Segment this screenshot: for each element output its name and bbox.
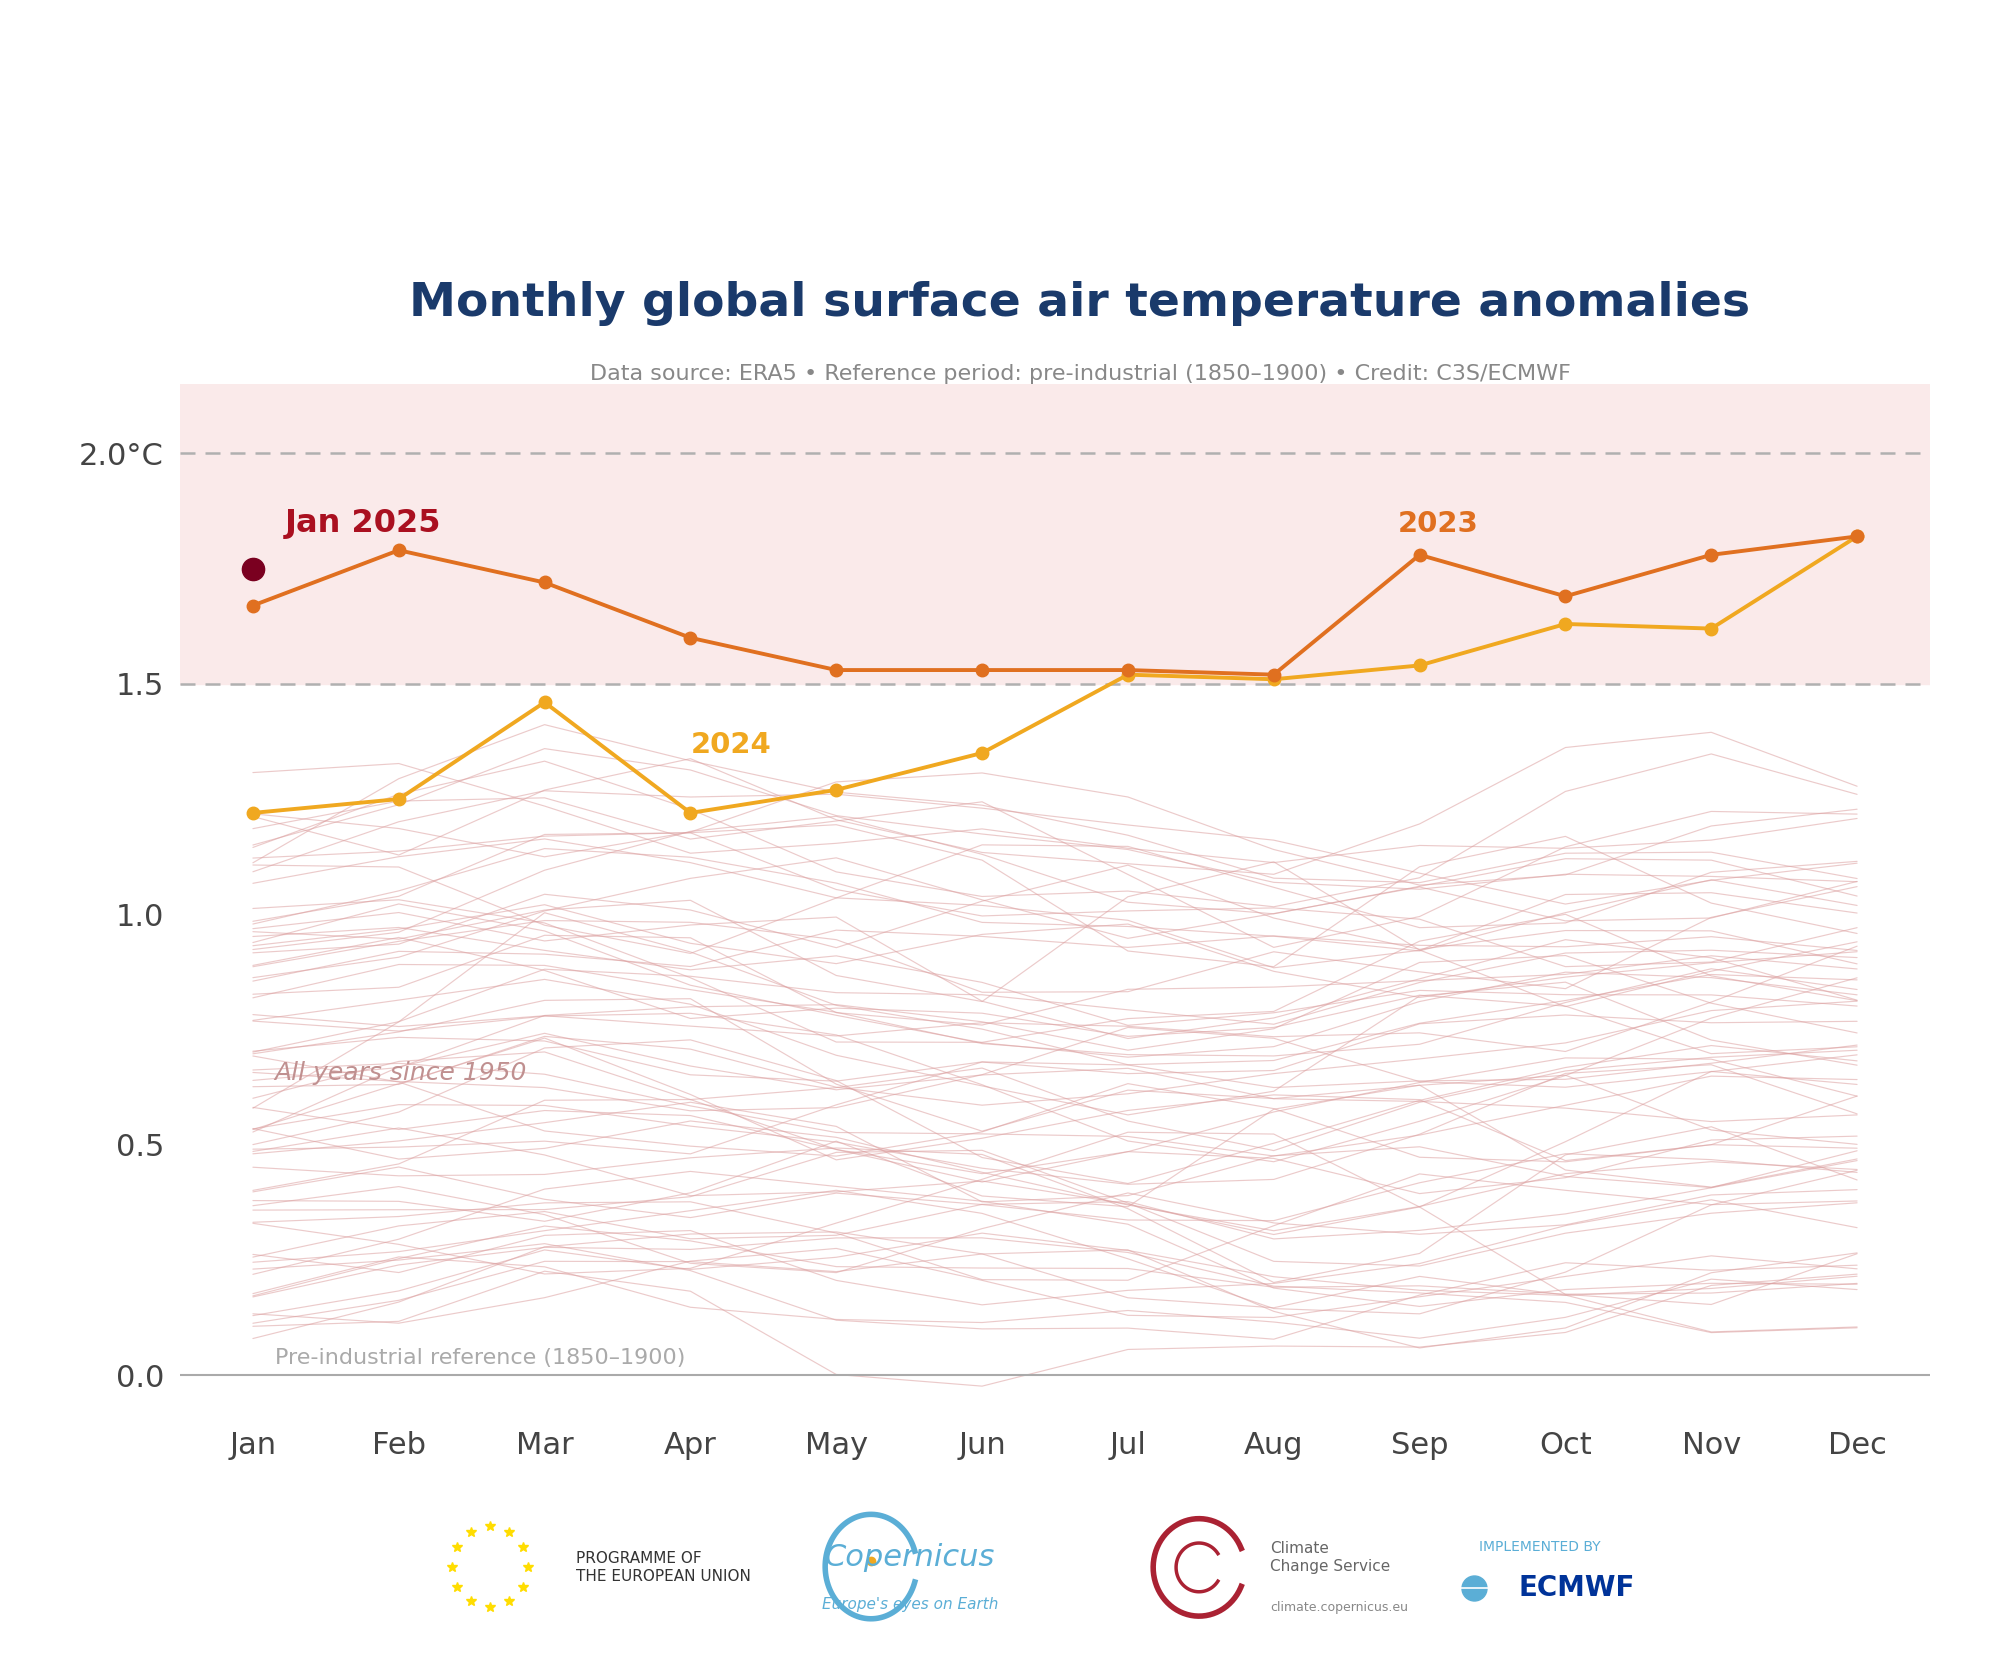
Text: 2023: 2023 bbox=[1398, 510, 1478, 538]
Text: Monthly global surface air temperature anomalies: Monthly global surface air temperature a… bbox=[410, 281, 1750, 326]
Text: climate.copernicus.eu: climate.copernicus.eu bbox=[1270, 1601, 1408, 1614]
Text: Pre-industrial reference (1850–1900): Pre-industrial reference (1850–1900) bbox=[274, 1347, 686, 1367]
Text: 2024: 2024 bbox=[690, 730, 772, 759]
Text: All years since 1950: All years since 1950 bbox=[274, 1061, 528, 1084]
Text: ECMWF: ECMWF bbox=[1518, 1574, 1634, 1602]
Bar bbox=[180, 384, 1930, 683]
Text: Data source: ERA5 • Reference period: pre-industrial (1850–1900) • Credit: C3S/E: Data source: ERA5 • Reference period: pr… bbox=[590, 364, 1570, 384]
Text: Copernicus: Copernicus bbox=[824, 1542, 996, 1572]
Text: PROGRAMME OF
THE EUROPEAN UNION: PROGRAMME OF THE EUROPEAN UNION bbox=[576, 1551, 750, 1584]
Text: Europe's eyes on Earth: Europe's eyes on Earth bbox=[822, 1597, 998, 1611]
Text: Jan 2025: Jan 2025 bbox=[286, 508, 442, 538]
Text: Climate
Change Service: Climate Change Service bbox=[1270, 1541, 1390, 1574]
Text: IMPLEMENTED BY: IMPLEMENTED BY bbox=[1480, 1541, 1600, 1554]
